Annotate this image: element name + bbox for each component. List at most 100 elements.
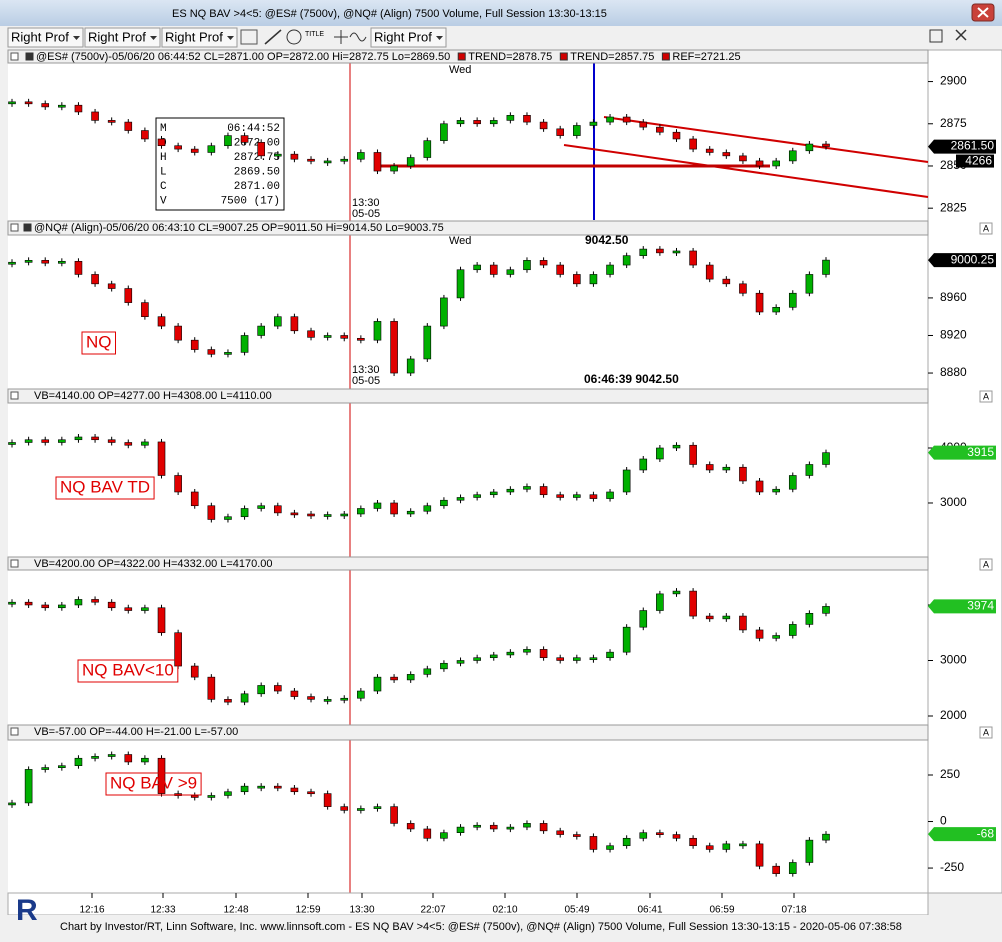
candle bbox=[224, 791, 232, 796]
candle bbox=[373, 152, 382, 172]
last-price-tag bbox=[928, 827, 996, 842]
candle bbox=[755, 160, 764, 167]
restore-button[interactable] bbox=[929, 29, 943, 43]
candle bbox=[357, 690, 365, 699]
cross-tool[interactable] bbox=[334, 30, 348, 44]
dropdown-arrow bbox=[227, 36, 234, 40]
candle bbox=[340, 697, 349, 701]
clock-tool[interactable] bbox=[286, 29, 302, 45]
dropdown-arrow bbox=[150, 36, 157, 40]
candle bbox=[373, 676, 382, 692]
candle bbox=[240, 508, 249, 518]
profile-button[interactable] bbox=[7, 27, 84, 48]
panel-close[interactable] bbox=[955, 29, 967, 41]
line-tool[interactable] bbox=[264, 29, 282, 45]
candle bbox=[489, 264, 498, 275]
data-box-value: 2869.50 bbox=[234, 166, 280, 178]
gear-icon[interactable] bbox=[240, 29, 258, 45]
data-box-value: 2871.00 bbox=[234, 181, 280, 193]
candle bbox=[41, 604, 50, 609]
high-label: 9042.50 bbox=[585, 233, 629, 247]
candle bbox=[755, 629, 764, 639]
candle bbox=[606, 651, 614, 659]
panel-label-box bbox=[55, 476, 155, 500]
candle bbox=[8, 601, 16, 605]
candle bbox=[606, 116, 614, 123]
candle bbox=[406, 358, 415, 374]
candle bbox=[805, 274, 814, 294]
data-box-value: 2872.00 bbox=[234, 137, 280, 149]
autoscale-button[interactable] bbox=[979, 390, 993, 403]
panel-close[interactable] bbox=[10, 52, 19, 61]
candle bbox=[556, 657, 565, 661]
autoscale-button[interactable] bbox=[979, 726, 993, 739]
candle bbox=[290, 690, 299, 697]
candle bbox=[456, 269, 465, 299]
candle bbox=[739, 843, 747, 847]
series-swatch bbox=[23, 223, 32, 232]
profile-button[interactable] bbox=[84, 27, 161, 48]
data-box-value: 06:44:52 bbox=[227, 123, 280, 135]
profile-button-label: Right Prof bbox=[88, 29, 146, 44]
candle bbox=[207, 145, 216, 153]
candle bbox=[755, 843, 764, 867]
candle bbox=[190, 491, 199, 507]
autoscale-button[interactable] bbox=[979, 558, 993, 571]
candle bbox=[489, 654, 498, 659]
candle bbox=[224, 135, 232, 147]
candle bbox=[207, 795, 216, 798]
candle bbox=[240, 135, 249, 143]
candle bbox=[506, 826, 515, 830]
candle bbox=[423, 668, 432, 675]
dropdown-arrow bbox=[73, 36, 80, 40]
panel-close[interactable] bbox=[10, 391, 19, 400]
candle bbox=[107, 601, 116, 609]
candle bbox=[672, 131, 681, 140]
candle bbox=[523, 486, 531, 490]
panel-close[interactable] bbox=[10, 559, 19, 568]
autoscale-button[interactable] bbox=[979, 222, 993, 235]
profile-button[interactable] bbox=[161, 27, 238, 48]
panel-close[interactable] bbox=[10, 223, 19, 232]
candle bbox=[456, 826, 465, 833]
profile-button[interactable] bbox=[370, 27, 447, 48]
autoscale-label: A bbox=[983, 559, 989, 569]
y-tick-label: 3000 bbox=[940, 495, 967, 509]
candle bbox=[107, 754, 116, 757]
x-tick-label: 06:41 bbox=[637, 905, 662, 916]
candle bbox=[722, 615, 731, 620]
candle bbox=[722, 152, 731, 157]
y-tick-label: 8880 bbox=[940, 365, 967, 379]
panel-close[interactable] bbox=[10, 727, 19, 736]
candle bbox=[8, 261, 16, 265]
candle bbox=[606, 264, 614, 275]
x-tick-label: 22:07 bbox=[420, 905, 445, 916]
candle bbox=[174, 475, 182, 493]
panel-header bbox=[7, 556, 929, 571]
candle bbox=[639, 248, 648, 256]
candle bbox=[755, 292, 764, 313]
candle bbox=[822, 452, 830, 465]
candle bbox=[772, 865, 780, 874]
last-price-tag bbox=[928, 445, 996, 460]
candle bbox=[91, 436, 99, 441]
y-tick-label: 8920 bbox=[940, 328, 967, 342]
series-swatch bbox=[661, 52, 670, 61]
y-tick-label: -250 bbox=[940, 860, 964, 874]
candle bbox=[456, 660, 465, 664]
candle bbox=[672, 834, 681, 839]
candle bbox=[805, 613, 814, 625]
candle bbox=[390, 502, 398, 515]
candle bbox=[440, 297, 448, 327]
candle bbox=[340, 806, 349, 811]
volume-tag bbox=[956, 154, 994, 168]
candle bbox=[224, 699, 232, 703]
candle bbox=[141, 757, 149, 763]
y-tick-label: 3000 bbox=[940, 653, 967, 667]
title-tool[interactable]: TITLE bbox=[305, 31, 324, 38]
candle bbox=[705, 264, 714, 280]
data-box-key: V bbox=[160, 195, 167, 207]
candle bbox=[190, 795, 199, 798]
wave-tool[interactable] bbox=[349, 32, 367, 42]
